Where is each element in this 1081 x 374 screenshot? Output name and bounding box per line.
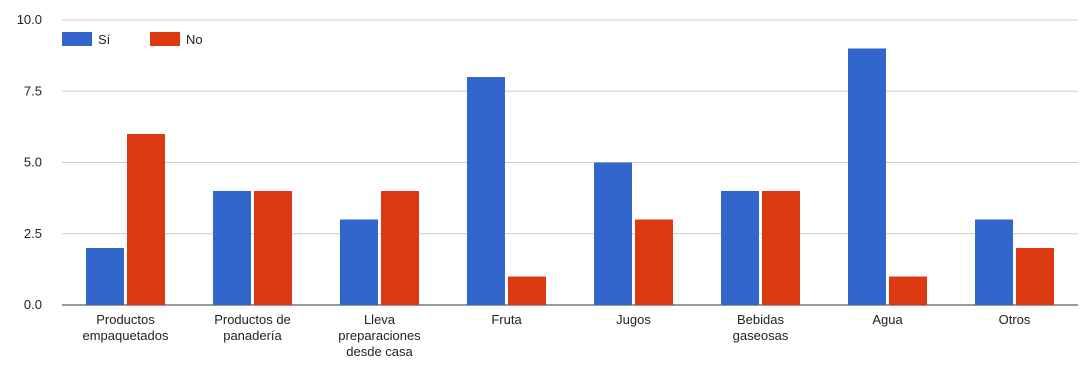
y-tick-label: 0.0	[24, 297, 42, 312]
bar-no	[889, 276, 927, 305]
bar-no	[508, 276, 546, 305]
legend-swatch	[150, 32, 180, 46]
bar-si	[721, 191, 759, 305]
bars	[86, 48, 1054, 305]
bar-no	[127, 134, 165, 305]
bar-si	[340, 219, 378, 305]
x-axis: Productos empaquetados Productos de panader…	[82, 312, 1030, 359]
x-category-label: Productos de panadería	[214, 312, 291, 343]
bar-si	[975, 219, 1013, 305]
legend-label: No	[186, 32, 203, 47]
bar-si	[86, 248, 124, 305]
x-category-label: Productos empaquetados	[82, 312, 169, 343]
bar-no	[1016, 248, 1054, 305]
legend-swatch	[62, 32, 92, 46]
x-category-label: Lleva preparaciones desde casa	[338, 312, 421, 359]
bar-si	[594, 162, 632, 305]
x-category-label: Otros	[999, 312, 1031, 327]
bar-si	[213, 191, 251, 305]
y-tick-label: 2.5	[24, 226, 42, 241]
bar-no	[762, 191, 800, 305]
bar-no	[635, 219, 673, 305]
legend-label: Sí	[98, 32, 111, 47]
x-category-label: Fruta	[491, 312, 522, 327]
bar-si	[848, 48, 886, 305]
y-tick-label: 7.5	[24, 83, 42, 98]
x-category-label: Bebidas gaseosas	[733, 312, 789, 343]
bar-no	[254, 191, 292, 305]
x-category-label: Jugos	[616, 312, 651, 327]
y-axis: 0.0 2.5 5.0 7.5 10.0	[17, 12, 42, 312]
legend: Sí No	[62, 32, 203, 47]
y-tick-label: 5.0	[24, 155, 42, 170]
y-tick-label: 10.0	[17, 12, 42, 27]
bar-si	[467, 77, 505, 305]
x-category-label: Agua	[872, 312, 903, 327]
bar-no	[381, 191, 419, 305]
